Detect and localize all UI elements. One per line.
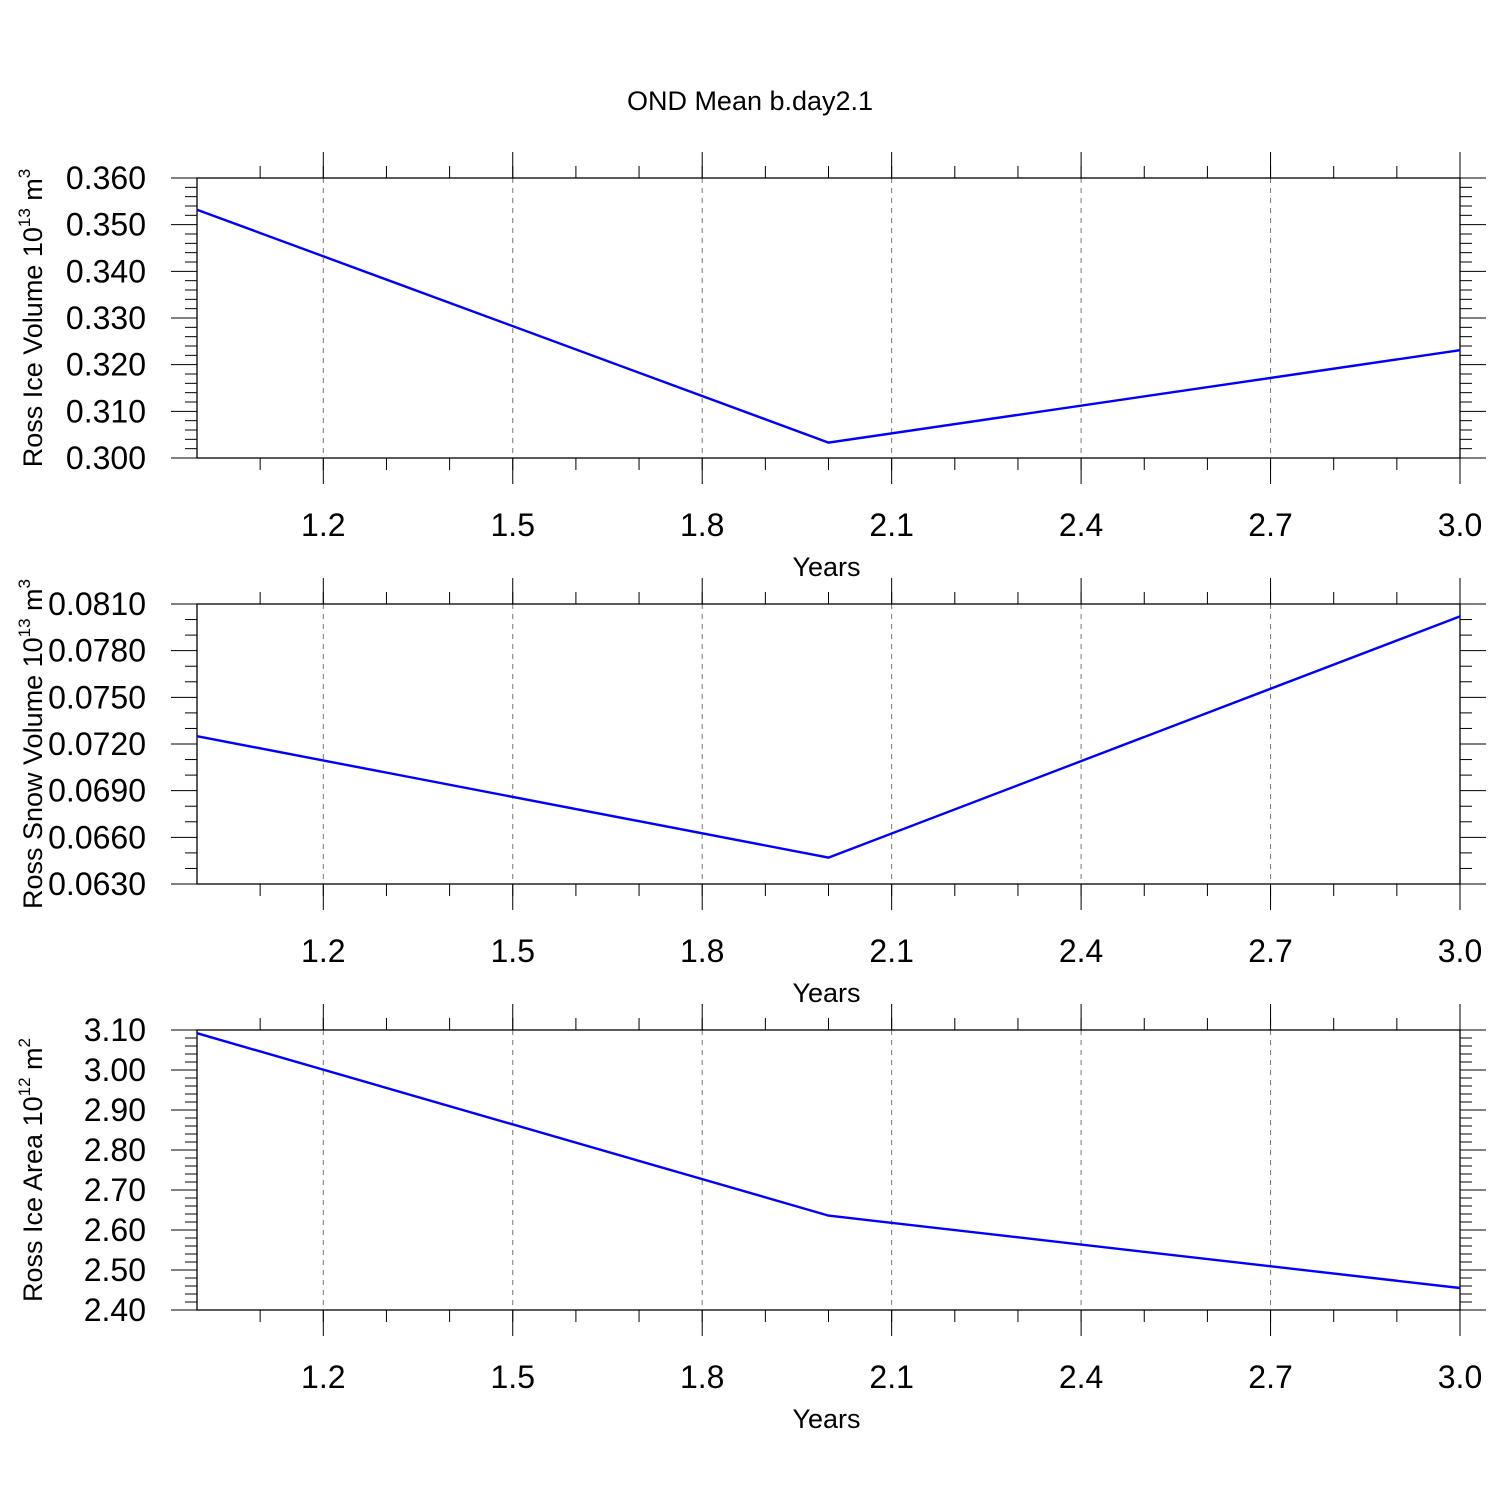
x-tick-label: 2.7 xyxy=(1248,933,1292,969)
x-tick-label: 2.4 xyxy=(1059,1359,1103,1395)
x-axis-label: Years xyxy=(792,978,860,1008)
y-tick-label: 0.0630 xyxy=(48,866,146,902)
panel-3: 1.2 1.5 1.8 2.1 2.4 2.7 3.0 2.40 2.50 2.60 2.70 2.8… xyxy=(15,1004,1486,1434)
y-tick-label: 2.50 xyxy=(84,1252,146,1288)
y-tick-label: 3.00 xyxy=(84,1052,146,1088)
y-axis-label: Ross Ice Area 1012 m2 xyxy=(15,1038,48,1302)
x-tick-label: 2.1 xyxy=(869,1359,913,1395)
y-tick-label: 0.0780 xyxy=(48,633,146,669)
y-tick-label: 0.300 xyxy=(66,440,146,476)
x-tick-label: 2.7 xyxy=(1248,507,1292,543)
y-tick-label: 2.60 xyxy=(84,1212,146,1248)
x-tick-label: 2.1 xyxy=(869,507,913,543)
y-tick-label: 0.0720 xyxy=(48,726,146,762)
y-tick-label: 2.40 xyxy=(84,1292,146,1328)
y-tick-label: 3.10 xyxy=(84,1012,146,1048)
x-tick-label: 1.2 xyxy=(301,507,345,543)
y-tick-label: 0.350 xyxy=(66,207,146,243)
y-tick-label: 0.340 xyxy=(66,253,146,289)
panel-1: 1.2 1.5 1.8 2.1 2.4 2.7 3.0 0.300 0.310 0.320 0.33… xyxy=(15,152,1486,582)
plot-frame xyxy=(196,1029,1461,1311)
y-axis-label: Ross Snow Volume 1013 m3 xyxy=(15,579,48,909)
y-axis-label: Ross Ice Volume 1013 m3 xyxy=(15,169,48,468)
x-tick-label: 3.0 xyxy=(1438,1359,1482,1395)
x-tick-label: 1.5 xyxy=(491,933,535,969)
y-tick-label: 0.360 xyxy=(66,160,146,196)
plot-frame xyxy=(196,603,1461,885)
chart-title: OND Mean b.day2.1 xyxy=(626,86,874,116)
x-tick-label: 2.4 xyxy=(1059,507,1103,543)
panel-2: 1.2 1.5 1.8 2.1 2.4 2.7 3.0 0.0630 0.0660 0.0690 0… xyxy=(15,578,1486,1008)
x-axis-label: Years xyxy=(792,1404,860,1434)
x-tick-label: 1.8 xyxy=(680,933,724,969)
x-tick-label: 2.4 xyxy=(1059,933,1103,969)
y-tick-label: 0.330 xyxy=(66,300,146,336)
x-tick-label: 1.2 xyxy=(301,933,345,969)
x-tick-label: 1.2 xyxy=(301,1359,345,1395)
x-axis-label: Years xyxy=(792,552,860,582)
y-tick-label: 0.0810 xyxy=(48,586,146,622)
x-tick-label: 1.5 xyxy=(491,1359,535,1395)
x-tick-label: 3.0 xyxy=(1438,933,1482,969)
plot-frame xyxy=(196,177,1461,459)
y-tick-label: 0.320 xyxy=(66,347,146,383)
y-tick-label: 2.90 xyxy=(84,1092,146,1128)
y-tick-label: 0.0750 xyxy=(48,679,146,715)
y-tick-label: 0.0690 xyxy=(48,773,146,809)
series-line xyxy=(196,208,1461,444)
x-tick-label: 3.0 xyxy=(1438,507,1482,543)
x-tick-label: 1.5 xyxy=(491,507,535,543)
y-tick-label: 0.0660 xyxy=(48,819,146,855)
y-tick-label: 0.310 xyxy=(66,393,146,429)
y-tick-label: 2.70 xyxy=(84,1172,146,1208)
x-tick-label: 1.8 xyxy=(680,1359,724,1395)
y-tick-label: 2.80 xyxy=(84,1132,146,1168)
x-tick-label: 2.7 xyxy=(1248,1359,1292,1395)
x-tick-label: 1.8 xyxy=(680,507,724,543)
x-tick-label: 2.1 xyxy=(869,933,913,969)
